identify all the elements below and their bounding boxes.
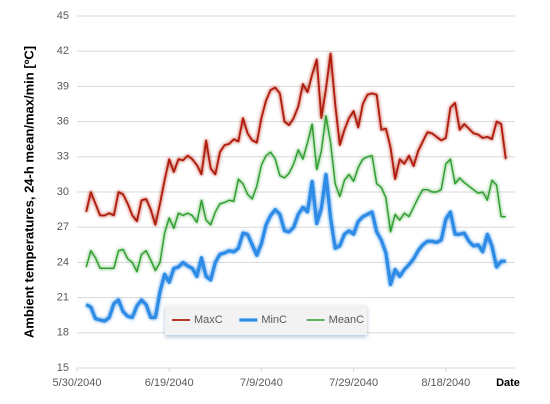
x-tick-label: 7/29/2040 [329,377,378,389]
y-tick-label: 42 [57,45,69,57]
series-line [85,52,507,226]
y-axis-label: Ambient temperatures, 24-h mean/max/min … [21,46,36,338]
series-line [85,172,506,323]
y-tick-label: 27 [57,221,69,233]
y-tick-label: 15 [57,362,69,374]
y-tick-label: 24 [57,256,69,268]
x-tick-label: 8/18/2040 [421,377,470,389]
legend-label: MeanC [329,314,365,326]
x-axis-label: Date [496,377,520,389]
y-tick-label: 18 [57,327,69,339]
y-tick-label: 21 [57,292,69,304]
legend-box [165,305,367,335]
y-tick-label: 45 [57,10,69,22]
legend-label: MaxC [194,314,223,326]
x-tick-label: 7/9/2040 [240,377,283,389]
y-tick-label: 39 [57,80,69,92]
legend-label: MinC [261,314,287,326]
y-tick-label: 30 [57,186,69,198]
series-line [85,115,506,273]
x-tick-label: 5/30/2040 [53,377,102,389]
y-tick-label: 33 [57,151,69,163]
legend: MaxC MinC MeanC [165,305,367,335]
x-tick-label: 6/19/2040 [145,377,194,389]
y-tick-label: 36 [57,116,69,128]
